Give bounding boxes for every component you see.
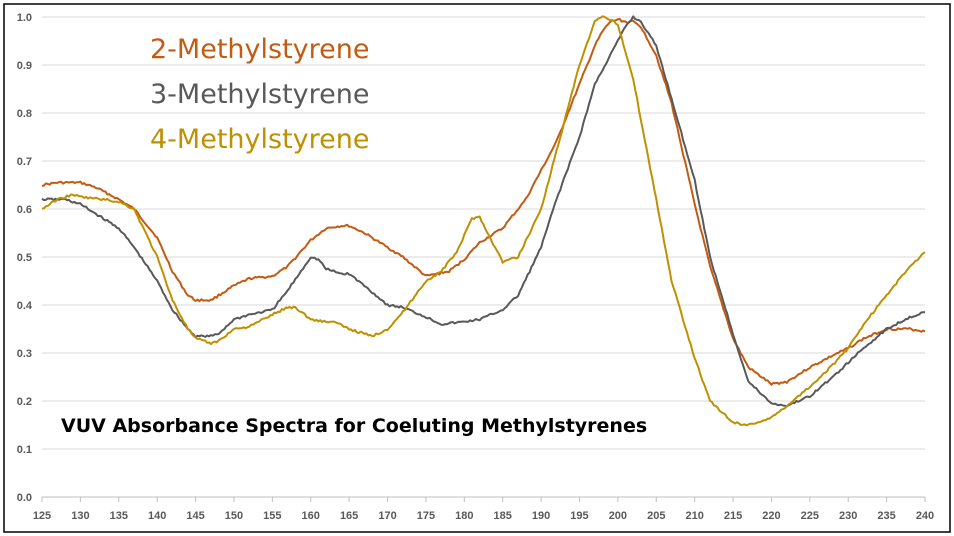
y-tick-label: 0.2	[17, 396, 32, 408]
legend-entry: 3-Methylstyrene	[150, 79, 369, 110]
y-tick-label: 0.4	[17, 300, 33, 312]
x-tick-label: 195	[570, 510, 588, 522]
x-tick-label: 125	[33, 510, 51, 522]
x-tick-label: 170	[378, 510, 396, 522]
x-tick-label: 180	[455, 510, 473, 522]
x-tick-label: 225	[801, 510, 819, 522]
x-tick-label: 240	[916, 510, 934, 522]
chart-title: VUV Absorbance Spectra for Coeluting Met…	[61, 415, 647, 437]
chart-outer-border	[3, 3, 951, 533]
x-tick-label: 155	[263, 510, 281, 522]
x-tick-label: 185	[494, 510, 512, 522]
x-tick-label: 210	[685, 510, 703, 522]
x-tick-label: 130	[71, 510, 89, 522]
x-tick-label: 230	[839, 510, 857, 522]
x-tick-label: 175	[417, 510, 435, 522]
legend: 2-Methylstyrene 3-Methylstyrene 4-Methylst…	[150, 34, 369, 155]
y-tick-label: 0.6	[17, 204, 32, 216]
x-tick-label: 215	[724, 510, 742, 522]
x-tick-label: 160	[302, 510, 320, 522]
y-tick-label: 0.0	[17, 492, 32, 504]
y-tick-label: 0.5	[17, 252, 32, 264]
x-tick-label: 200	[609, 510, 627, 522]
y-tick-label: 0.3	[17, 348, 32, 360]
y-tick-label: 0.1	[17, 444, 32, 456]
series-line	[41, 15, 926, 427]
x-tick-label: 150	[225, 510, 243, 522]
series-lines	[41, 15, 926, 427]
gridlines	[42, 16, 925, 450]
x-tick-label: 220	[762, 510, 780, 522]
x-tick-label: 205	[647, 510, 665, 522]
x-tick-label: 165	[340, 510, 358, 522]
y-tick-label: 0.7	[17, 156, 32, 168]
y-tick-label: 0.9	[17, 60, 32, 72]
legend-entry: 4-Methylstyrene	[150, 124, 369, 155]
x-tick-label: 235	[877, 510, 895, 522]
legend-entry: 2-Methylstyrene	[150, 34, 369, 65]
x-tick-label: 190	[532, 510, 550, 522]
y-tick-label: 1.0	[17, 12, 32, 24]
axes: 0.0 0.1 0.2 0.3 0.4 0.5 0.6 0.7 0.8 0.9 1.0 125 130 1…	[17, 12, 934, 522]
series-line	[41, 18, 926, 386]
x-tick-label: 140	[148, 510, 166, 522]
x-tick-label: 135	[110, 510, 128, 522]
x-tick-label: 145	[186, 510, 204, 522]
y-tick-label: 0.8	[17, 108, 32, 120]
